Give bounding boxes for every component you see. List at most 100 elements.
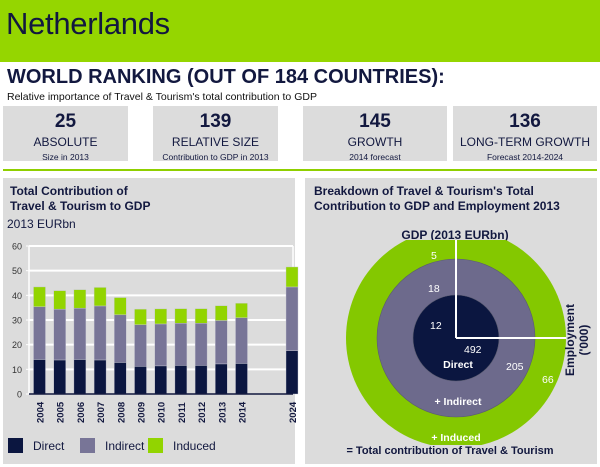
ring-label-direct: Direct (443, 359, 473, 371)
bar-indirect-2024 (285, 286, 299, 351)
bar-indirect-2005 (53, 308, 66, 361)
employment-label-line1: Employment (563, 304, 577, 376)
kpi-label: LONG-TERM GROWTH (460, 135, 590, 149)
y-tick-label: 20 (12, 340, 22, 350)
x-tick-label: 2013 (217, 402, 228, 423)
bar-direct-2024 (285, 350, 299, 395)
bar-induced-2007 (93, 287, 107, 307)
bar-direct-2014 (235, 363, 248, 395)
ring-label-indirect: + Indirect (435, 396, 482, 408)
gdp-value-indirect: 18 (428, 283, 440, 295)
y-tick-label: 10 (12, 365, 22, 375)
donut-chart-title-line2: Contribution to GDP and Employment 2013 (314, 199, 560, 213)
bar-direct-2004 (33, 359, 46, 395)
bar-direct-2005 (53, 359, 66, 395)
legend-swatch-induced (148, 438, 163, 453)
bar-induced-2014 (235, 303, 248, 318)
y-tick-label: 50 (12, 266, 22, 276)
legend-label-induced: Induced (173, 438, 216, 453)
y-tick-label: 40 (12, 291, 22, 301)
legend-item-indirect: Indirect (80, 438, 144, 453)
bar-direct-2007 (93, 359, 107, 395)
kpi-growth: 145 GROWTH 2014 forecast (303, 106, 447, 162)
bar-chart-title-line2: Travel & Tourism to GDP (10, 199, 151, 213)
bar-chart-title: Total Contribution of Travel & Tourism t… (10, 184, 150, 214)
legend-item-direct: Direct (8, 438, 64, 453)
x-tick-label: 2012 (197, 402, 208, 423)
kpi-value: 145 (359, 111, 391, 132)
x-tick-label: 2011 (177, 402, 188, 423)
bar-chart: 0 10 20 30 40 50 60 2004 2005 2006 2007 2008 2009 201… (12, 242, 299, 424)
donut-chart-title: Breakdown of Travel & Tourism's Total Co… (314, 184, 560, 214)
bar-direct-2006 (73, 359, 87, 395)
bar-direct-2008 (114, 362, 127, 395)
world-ranking-title: WORLD RANKING (OUT OF 184 COUNTRIES): (7, 66, 445, 88)
bar-induced-2008 (114, 297, 127, 316)
kpi-sub: 2014 forecast (349, 152, 401, 162)
gdp-value-induced: 5 (431, 250, 437, 262)
x-tick-label: 2004 (36, 401, 47, 423)
kpi-absolute: 25 ABSOLUTE Size in 2013 (3, 106, 128, 162)
bar-direct-2011 (174, 365, 188, 395)
x-tick-label: 2008 (116, 402, 127, 423)
bar-direct-2009 (134, 366, 147, 395)
legend-swatch-direct (8, 438, 23, 453)
bar-indirect-2007 (93, 305, 107, 361)
header-bar: Netherlands (0, 0, 600, 62)
gdp-title: GDP (2013 EURbn) (401, 228, 509, 242)
total-contribution-label: = Total contribution of Travel & Tourism (346, 445, 554, 457)
kpi-sub: Forecast 2014-2024 (486, 152, 564, 162)
bar-direct-2013 (215, 363, 228, 395)
y-tick-label: 60 (12, 242, 22, 252)
employment-value-indirect: 205 (506, 361, 524, 373)
employment-label: Employment ('000) (563, 304, 591, 376)
bar-induced-2024 (285, 266, 299, 288)
kpi-value: 136 (509, 111, 541, 132)
bar-indirect-2010 (154, 323, 167, 367)
y-tick-label: 30 (12, 316, 22, 326)
bar-induced-2005 (53, 290, 66, 310)
x-tick-label: 2009 (137, 402, 148, 423)
kpi-label: GROWTH (347, 135, 403, 149)
x-tick-label: 2014 (238, 401, 249, 423)
bar-induced-2009 (134, 308, 147, 325)
country-title: Netherlands (6, 6, 170, 41)
bar-chart-title-line1: Total Contribution of (10, 184, 128, 198)
bar-indirect-2013 (215, 320, 228, 365)
kpi-value: 139 (199, 111, 232, 132)
legend-label-direct: Direct (33, 438, 65, 453)
x-tick-label: 2005 (56, 401, 67, 423)
bar-direct-2012 (194, 365, 208, 395)
bar-direct-2010 (154, 365, 167, 395)
kpi-sub: Size in 2013 (42, 152, 89, 162)
world-ranking-subtitle: Relative importance of Travel & Tourism'… (7, 91, 317, 103)
x-tick-label: 2006 (76, 402, 87, 423)
bar-indirect-2006 (73, 307, 87, 360)
bar-indirect-2008 (114, 314, 127, 363)
bar-indirect-2009 (134, 324, 147, 367)
bar-induced-2013 (215, 305, 228, 321)
bar-induced-2006 (73, 289, 87, 309)
employment-value-direct: 492 (464, 344, 482, 356)
legend-item-induced: Induced (148, 438, 216, 453)
kpi-value: 25 (54, 111, 77, 132)
bar-induced-2004 (33, 286, 46, 307)
kpi-long-term-growth: 136 LONG-TERM GROWTH Forecast 2014-2024 (453, 106, 597, 162)
bar-indirect-2004 (33, 306, 46, 360)
donut-chart-title-line1: Breakdown of Travel & Tourism's Total (314, 184, 534, 198)
bar-indirect-2011 (174, 323, 188, 366)
legend-label-indirect: Indirect (105, 438, 145, 453)
kpi-sub: Contribution to GDP in 2013 (162, 152, 269, 162)
bar-indirect-2012 (194, 323, 208, 366)
bar-induced-2010 (154, 308, 167, 325)
bar-indirect-2014 (235, 317, 248, 364)
bar-induced-2011 (174, 308, 188, 324)
green-divider (3, 169, 597, 171)
donut-chart: 12 492 18 205 5 66 Direct + Indirect + Induced (346, 240, 566, 445)
ring-label-induced: + Induced (431, 432, 480, 444)
kpi-label: RELATIVE SIZE (171, 135, 260, 149)
employment-value-induced: 66 (542, 374, 554, 386)
kpi-relative-size: 139 RELATIVE SIZE Contribution to GDP in… (153, 106, 278, 162)
x-tick-label: 2007 (96, 402, 107, 423)
legend-swatch-indirect (80, 438, 95, 453)
